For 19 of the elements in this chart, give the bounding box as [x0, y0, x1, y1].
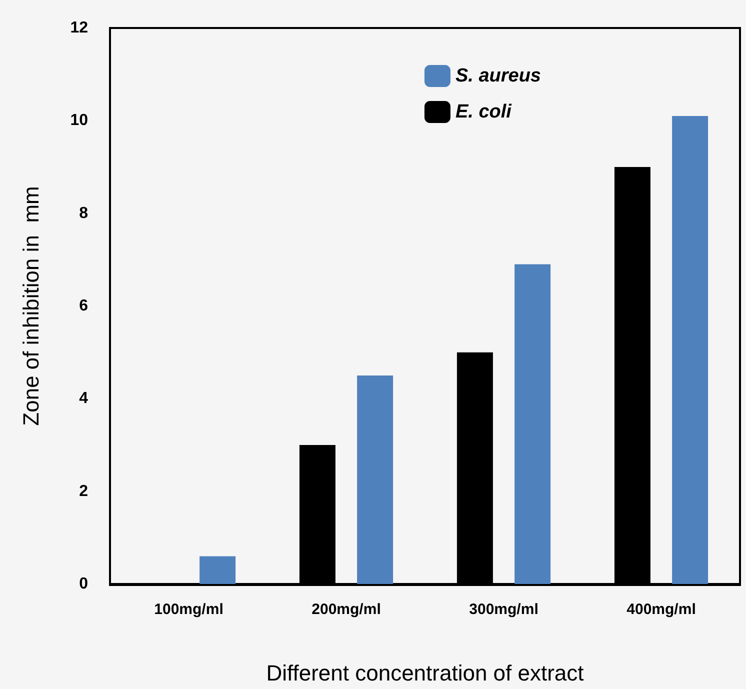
x-axis-title: Different concentration of extract — [266, 660, 584, 686]
y-tick-label: 2 — [79, 482, 88, 500]
y-tick-label: 0 — [79, 576, 88, 592]
y-tick-label: 8 — [79, 204, 88, 222]
y-tick-label: 12 — [70, 20, 88, 36]
y-tick-label: 4 — [79, 390, 88, 408]
legend-label: E. coli — [455, 102, 512, 122]
x-tick-label: 200mg/ml — [312, 601, 381, 618]
y-tick-label: 6 — [79, 298, 88, 314]
x-tick-label: 100mg/ml — [154, 601, 224, 618]
bar — [357, 376, 394, 584]
bar — [200, 556, 236, 584]
bar — [514, 264, 551, 584]
y-axis-title: Zone of inhibition in mm — [18, 186, 44, 426]
x-tick-label: 300mg/ml — [469, 601, 538, 618]
bar — [672, 116, 708, 584]
x-tick-label: 400mg/ml — [626, 601, 696, 618]
y-tick-label: 10 — [70, 112, 88, 130]
legend-label: S. aureus — [455, 66, 542, 86]
